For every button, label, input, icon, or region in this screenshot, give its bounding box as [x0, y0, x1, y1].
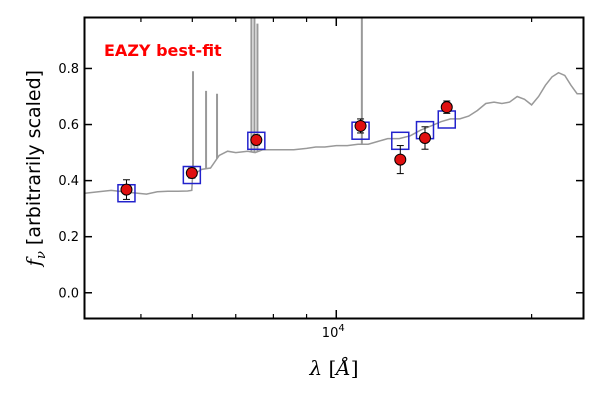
x-major-tick-label: 104: [322, 323, 345, 341]
observed-photometry-point: [185, 167, 198, 180]
x-axis-label: λ [Å]: [308, 355, 358, 380]
observed-photometry-point: [354, 119, 367, 132]
y-tick-label: 0.0: [58, 286, 79, 301]
model-photometry-marker: [247, 131, 266, 151]
y-tick-label: 0.2: [58, 230, 79, 245]
model-spectrum-line: [85, 71, 583, 195]
observed-photometry-point: [250, 133, 263, 146]
observed-photometry-point: [394, 153, 407, 166]
y-tick-label: 0.6: [58, 118, 79, 133]
y-axis-label: fν [arbitrarily scaled]: [23, 70, 49, 268]
axis-ticks: 0.0 0.2 0.4 0.6 0.8 104: [58, 18, 583, 341]
observed-photometry-point: [120, 183, 133, 196]
y-tick-label: 0.8: [58, 62, 79, 77]
y-axis-text: [arbitrarily scaled]: [23, 70, 45, 245]
y-tick-label: 0.4: [58, 174, 79, 189]
model-photometry-marker: [182, 165, 202, 185]
observed-photometry-point: [418, 132, 431, 144]
annotation-label: EAZY best-fit: [104, 41, 222, 60]
plot-frame: [83, 16, 585, 320]
y-axis-symbol: f: [23, 256, 45, 268]
plot-clip-group: [85, 18, 583, 203]
observed-photometry-point: [440, 101, 453, 114]
plot-content: [85, 18, 583, 203]
y-axis-subscript: ν: [34, 251, 49, 259]
